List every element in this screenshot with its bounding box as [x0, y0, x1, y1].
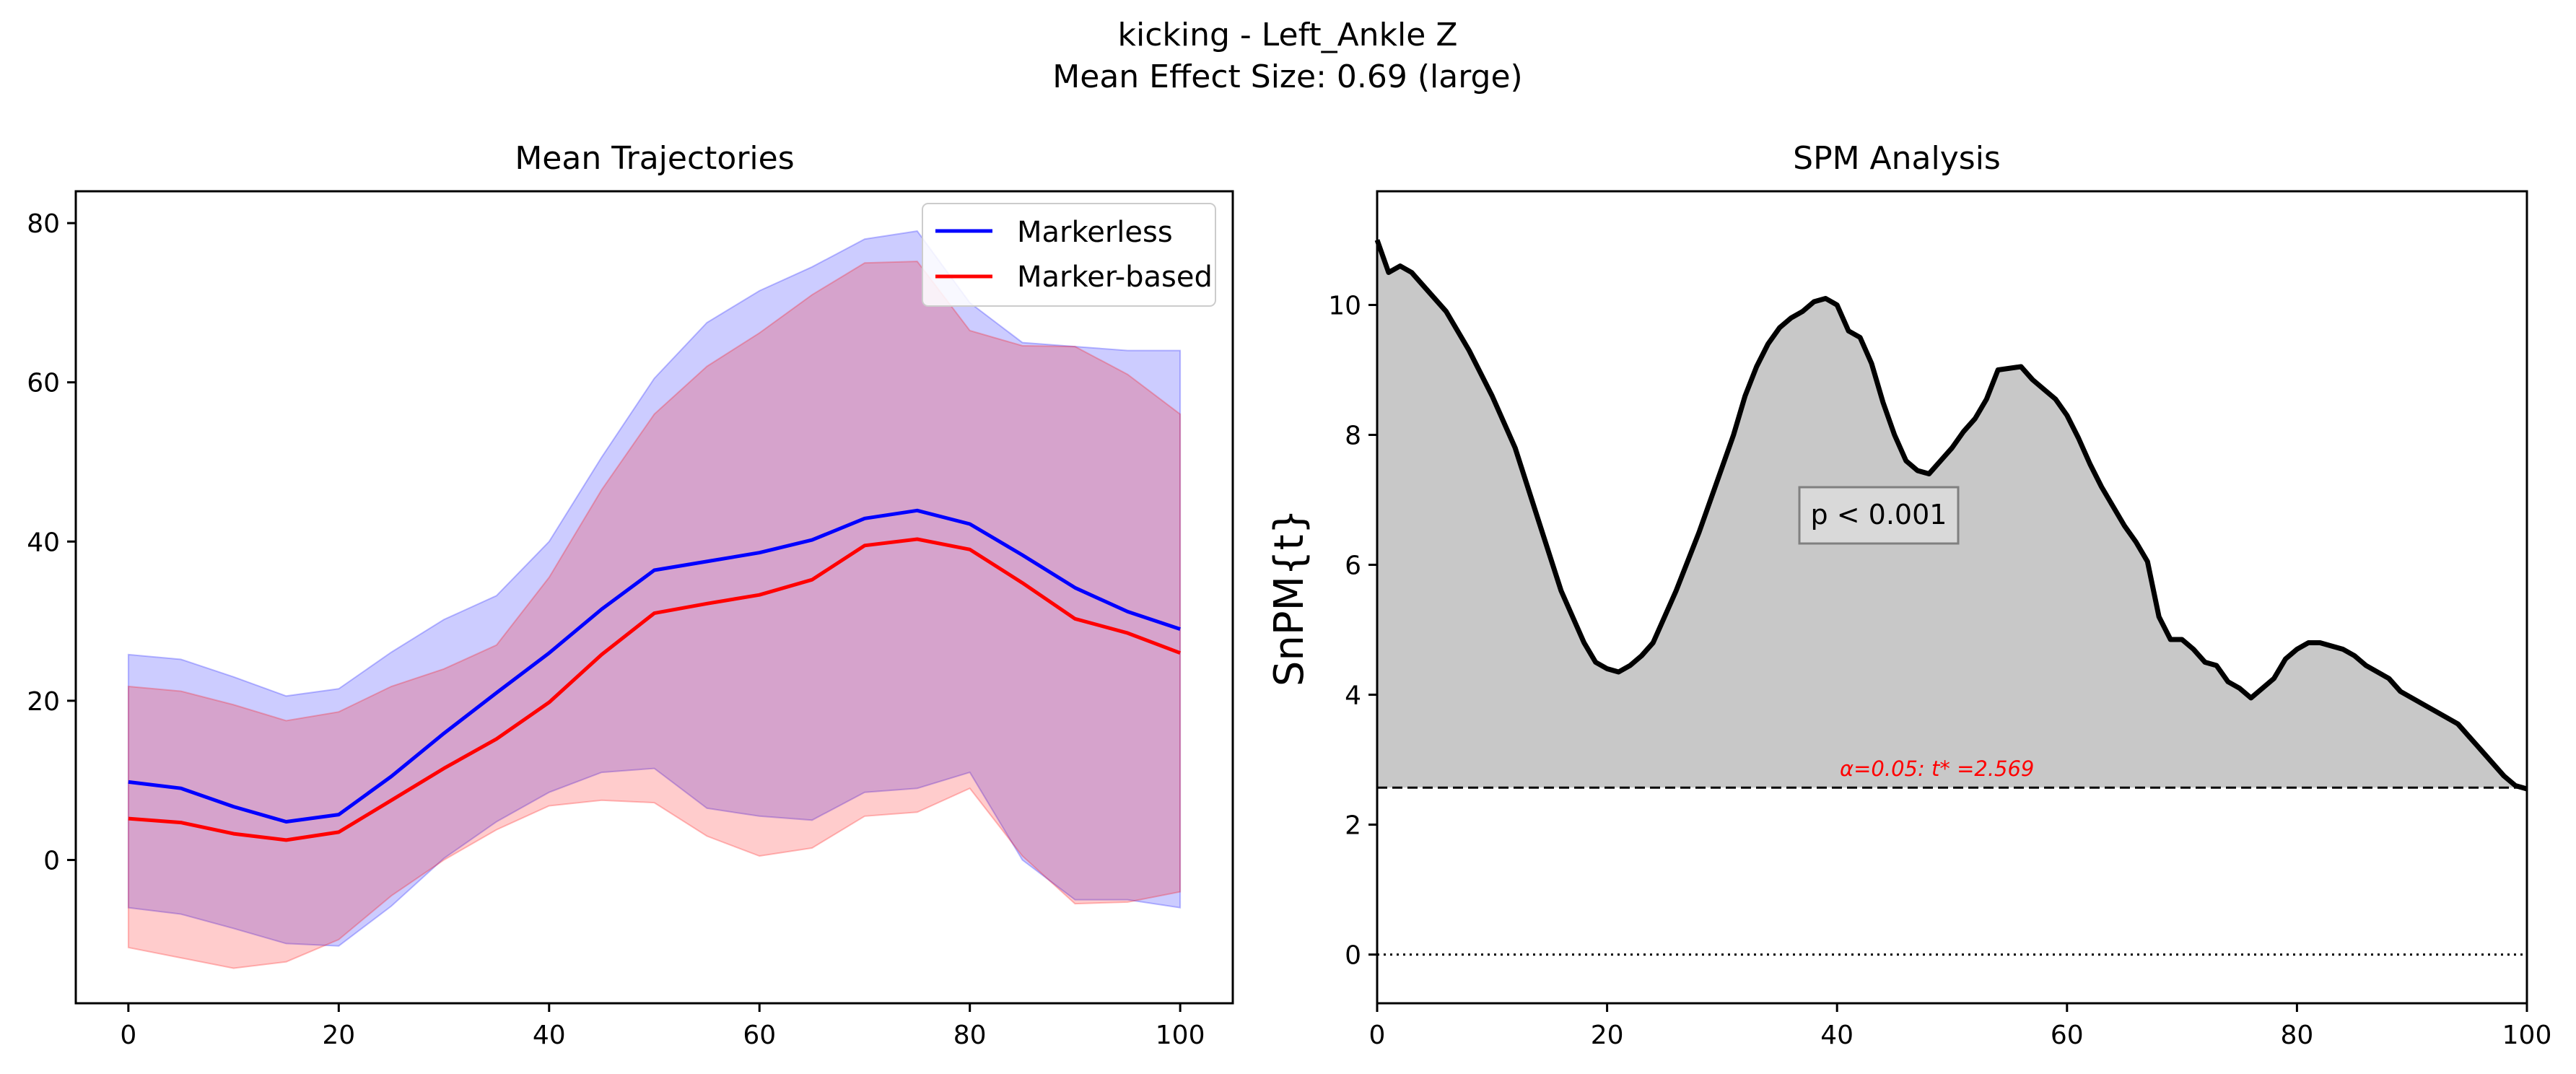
- left-panel-title: Mean Trajectories: [515, 140, 794, 177]
- left-y-tick-label: 0: [43, 846, 60, 876]
- right-x-tick-label: 100: [2502, 1021, 2552, 1050]
- p-value-annotation: p < 0.001: [1798, 486, 1960, 545]
- left-x-tick-label: 80: [953, 1021, 987, 1050]
- figure-suptitle-line1: kicking - Left_Ankle Z: [1118, 17, 1458, 53]
- right-y-tick-label: 0: [1345, 941, 1361, 971]
- right-x-tick-label: 20: [1591, 1021, 1624, 1050]
- left-axes-frame: [74, 190, 1234, 1005]
- mean-line-markerless: [128, 508, 1181, 824]
- right-plot-area: [1374, 239, 2528, 956]
- right-y-tick-label: 2: [1345, 811, 1361, 841]
- right-x-tick-label: 80: [2280, 1021, 2313, 1050]
- spm-analysis-panel: SPM Analysis SnPM{t} 0 20 40 60 80 100 0 2 4 6 8 1…: [1266, 140, 2551, 1050]
- mean-trajectories-panel: Mean Trajectories 0 20 40 60 80 100 0 20 40 60 80…: [27, 140, 1234, 1050]
- legend-box: [922, 203, 1216, 307]
- right-y-tick-label: 4: [1345, 681, 1361, 711]
- mean-line-marker-based: [128, 537, 1181, 842]
- right-panel-title: SPM Analysis: [1793, 140, 2001, 177]
- right-x-tick-label: 0: [1369, 1021, 1386, 1050]
- left-x-tick-label: 20: [322, 1021, 355, 1050]
- right-y-axis: 0 2 4 6 8 10: [1328, 292, 1377, 971]
- left-x-axis: 0 20 40 60 80 100: [120, 1003, 1205, 1050]
- right-x-axis: 0 20 40 60 80 100: [1369, 1003, 2552, 1050]
- left-y-axis: 0 20 40 60 80: [27, 209, 76, 876]
- legend-label-markerless: Markerless: [1017, 216, 1173, 249]
- left-x-tick-label: 0: [120, 1021, 136, 1050]
- right-axes-frame: [1376, 190, 2528, 1005]
- left-x-tick-label: 60: [743, 1021, 776, 1050]
- p-value-box: [1798, 486, 1960, 545]
- left-y-tick-label: 40: [27, 528, 60, 557]
- p-value-text: p < 0.001: [1811, 499, 1947, 531]
- threshold-label: α=0.05: t* =2.569: [1840, 756, 2034, 781]
- right-y-axis-label: SnPM{t}: [1266, 509, 1313, 686]
- left-plot-area: [127, 230, 1182, 969]
- right-x-tick-label: 40: [1820, 1021, 1854, 1050]
- legend-label-marker-based: Marker-based: [1017, 261, 1213, 294]
- spm-t-curve: [1374, 239, 2528, 792]
- left-y-tick-label: 80: [27, 209, 60, 239]
- legend: Markerless Marker-based: [922, 203, 1216, 307]
- sd-band-markerless: [127, 230, 1182, 947]
- left-y-tick-label: 20: [27, 687, 60, 717]
- left-x-tick-label: 40: [533, 1021, 566, 1050]
- left-y-tick-label: 60: [27, 369, 60, 398]
- right-x-tick-label: 60: [2051, 1021, 2084, 1050]
- right-y-tick-label: 6: [1345, 551, 1361, 581]
- right-y-tick-label: 8: [1345, 422, 1361, 451]
- figure-suptitle-line2: Mean Effect Size: 0.69 (large): [1052, 58, 1522, 95]
- right-y-tick-label: 10: [1328, 292, 1361, 321]
- left-x-tick-label: 100: [1156, 1021, 1205, 1050]
